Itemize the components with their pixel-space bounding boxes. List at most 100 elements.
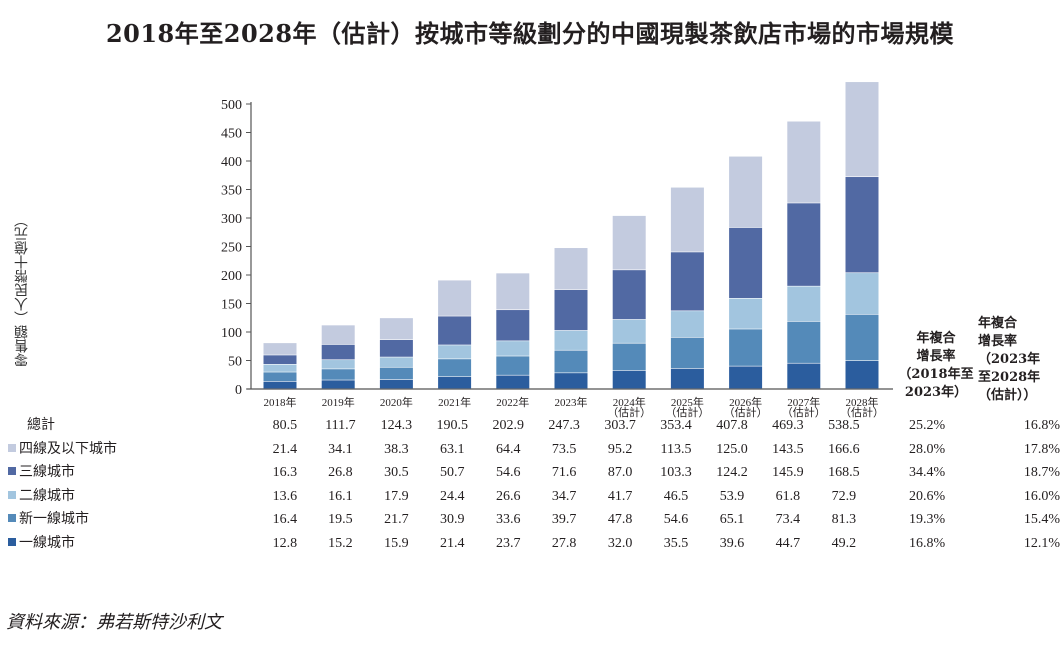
- value-cell: 145.9: [772, 465, 804, 480]
- bar-segment: [263, 381, 297, 389]
- bar-segment: [554, 330, 588, 350]
- value-cell: 407.8: [716, 418, 748, 433]
- cagr-header-line: 增長率: [978, 334, 1018, 349]
- value-cell: 143.5: [772, 441, 804, 457]
- legend-label: 總計: [27, 417, 55, 433]
- bar-segment: [612, 370, 646, 389]
- value-cell: 47.8: [607, 512, 633, 527]
- bar-segment: [379, 357, 413, 367]
- bar-segment: [845, 82, 879, 177]
- table-row: 新一線城市 16.4 19.5 21.7 30.9 33.6 39.7 47.8 54.6 65.…: [8, 508, 1060, 532]
- legend-label: 一線城市: [19, 534, 75, 551]
- x-tick-label: （估計）: [607, 405, 651, 419]
- bar-segment: [263, 343, 297, 355]
- cagr-header-line: 增長率: [916, 349, 956, 364]
- bar-segment: [787, 203, 821, 286]
- bar-segment: [670, 337, 704, 369]
- cagr-header-line: 2023年）: [904, 385, 968, 400]
- bar-segment: [612, 319, 646, 343]
- value-cell: 30.9: [440, 512, 465, 527]
- bar-segment: [438, 280, 472, 316]
- legend-label: 三線城市: [19, 464, 75, 480]
- legend-swatch: [8, 467, 16, 475]
- value-cell: 53.9: [719, 488, 745, 504]
- bar-segment: [554, 373, 588, 389]
- cagr-header-2018-2023: 年複合 增長率 （2018年至 2023年）: [896, 330, 976, 402]
- cagr-header-line: 年複合: [978, 316, 1018, 331]
- axes: 0 50 100 150 200 250 300 350 400 450 500: [221, 98, 893, 398]
- legend-swatch: [8, 490, 16, 499]
- x-tick-label: （估計）: [724, 405, 768, 419]
- value-cell: 49.2: [831, 535, 857, 551]
- value-cell: 103.3: [660, 465, 692, 480]
- x-tick-label: 2019年: [322, 395, 355, 409]
- legend-label: 四線及以下城市: [19, 440, 117, 457]
- row-label: 二線城市: [8, 485, 257, 509]
- value-cell: 16.1: [328, 488, 353, 504]
- bar-segment: [612, 343, 646, 371]
- x-tick-label: 2027年: [787, 395, 820, 409]
- bar-segment: [612, 215, 646, 270]
- x-tick-label: （估計）: [665, 405, 709, 419]
- bar-segment: [554, 248, 588, 290]
- x-tick-label: 2023年: [555, 395, 588, 409]
- value-cell: 168.5: [828, 465, 860, 480]
- value-cell: 27.8: [551, 535, 577, 551]
- table-row: 一線城市 12.8 15.2 15.9 21.4 23.7 27.8 32.0 35.5 39.6…: [8, 532, 1060, 556]
- value-cell: 39.7: [551, 512, 577, 527]
- x-tick-label: 2028年: [846, 395, 879, 409]
- bar-segment: [845, 360, 879, 389]
- source-note: 資料來源：弗若斯特沙利文: [6, 612, 222, 633]
- value-cell: 35.5: [663, 535, 689, 551]
- value-cell: 72.9: [831, 488, 857, 504]
- cagr-header-line: （2018年至: [898, 367, 974, 382]
- bar-segment: [263, 355, 297, 365]
- x-tick-label: 2025年: [671, 395, 704, 409]
- y-tick-label: 500: [221, 98, 242, 113]
- cagr-2018-2023-cell: 28.0%: [909, 441, 946, 457]
- x-tick-label: 2018年: [264, 395, 297, 409]
- value-cell: 81.3: [831, 512, 857, 527]
- value-cell: 166.6: [828, 441, 860, 457]
- table-row: 四線及以下城市 21.4 34.1 38.3 63.1 64.4 73.5 95.2 113.5…: [8, 438, 1060, 462]
- value-cell: 353.4: [660, 418, 692, 433]
- bar-segment: [670, 187, 704, 252]
- value-cell: 44.7: [775, 535, 801, 551]
- bar-segment: [787, 363, 821, 389]
- x-tick-label: （估計）: [840, 405, 884, 419]
- y-tick-label: 50: [228, 355, 242, 370]
- value-cell: 21.4: [440, 535, 465, 551]
- value-cell: 61.8: [775, 488, 801, 504]
- data-table: 總計 80.5 111.7 124.3 190.5 202.9 247.3 303.7 353.…: [8, 414, 1060, 555]
- bar-segment: [787, 121, 821, 203]
- y-tick-label: 200: [221, 269, 242, 284]
- chart-title: 2018年至2028年（估計）按城市等級劃分的中國現製茶飲店市場的市場規模: [105, 19, 955, 48]
- value-cell: 46.5: [663, 488, 689, 504]
- y-tick-label: 250: [221, 241, 242, 256]
- value-cell: 26.8: [328, 465, 353, 480]
- bar-segment: [438, 376, 472, 389]
- y-tick-label: 300: [221, 212, 242, 227]
- value-cell: 113.5: [660, 441, 692, 457]
- value-cell: 54.6: [663, 512, 689, 527]
- x-tick-label: 2021年: [438, 395, 471, 409]
- bar-segment: [379, 379, 413, 389]
- cagr-2023-2028-cell: 18.7%: [1023, 465, 1060, 480]
- cagr-header-line: （估計））: [978, 388, 1037, 403]
- legend-label: 新一線城市: [19, 511, 89, 527]
- value-cell: 95.2: [607, 441, 633, 457]
- value-cell: 38.3: [384, 441, 409, 457]
- value-cell: 87.0: [607, 465, 633, 480]
- y-tick-label: 0: [235, 383, 242, 398]
- value-cell: 190.5: [436, 418, 469, 433]
- value-cell: 12.8: [272, 535, 298, 551]
- value-cell: 124.3: [380, 418, 413, 433]
- x-tick-label: 2020年: [380, 395, 413, 409]
- bar-segment: [438, 316, 472, 345]
- value-cell: 124.2: [716, 465, 748, 480]
- row-label: 總計: [8, 414, 257, 438]
- bar-segment: [554, 350, 588, 373]
- bar-segment: [729, 227, 763, 298]
- bar-segment: [438, 345, 472, 359]
- value-cell: 33.6: [495, 512, 521, 527]
